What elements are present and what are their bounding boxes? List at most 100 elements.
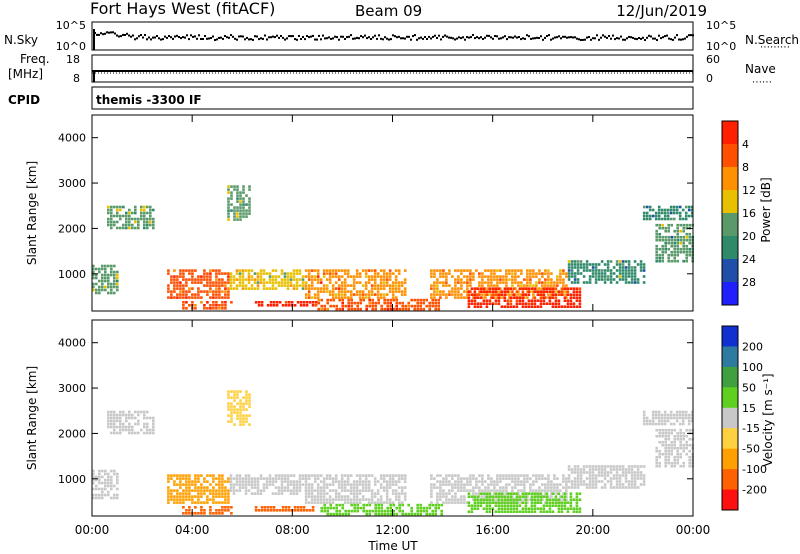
heatmap-cell — [463, 486, 466, 489]
heatmap-cell — [538, 278, 541, 281]
heatmap-cell — [679, 223, 682, 227]
heatmap-cell — [490, 296, 493, 299]
heatmap-cell — [218, 477, 221, 480]
heatmap-cell — [542, 290, 546, 293]
heatmap-cell — [509, 495, 513, 498]
noise-point — [108, 31, 110, 34]
heatmap-cell — [341, 304, 344, 308]
heatmap-cell — [398, 301, 401, 305]
heatmap-cell — [358, 501, 362, 504]
heatmap-cell — [685, 238, 688, 242]
heatmap-cell — [104, 469, 107, 473]
heatmap-cell — [481, 483, 484, 486]
heatmap-cell — [493, 296, 496, 299]
heatmap-cell — [256, 272, 260, 275]
heatmap-cell — [98, 267, 101, 271]
heatmap-cell — [262, 483, 266, 486]
noise-point — [458, 36, 460, 39]
heatmap-cell — [682, 247, 685, 251]
noise-point — [540, 35, 542, 38]
heatmap-cell — [344, 304, 347, 308]
heatmap-cell — [310, 296, 314, 299]
heatmap-cell — [191, 275, 194, 278]
heatmap-cell — [490, 501, 493, 504]
heatmap-cell — [343, 290, 347, 293]
heatmap-cell — [585, 486, 589, 489]
heatmap-cell — [307, 278, 311, 281]
heatmap-cell — [370, 495, 374, 498]
heatmap-cell — [563, 504, 567, 507]
heatmap-cell — [295, 287, 299, 290]
heatmap-cell — [472, 296, 475, 299]
heatmap-cell — [603, 272, 607, 275]
heatmap-cell — [92, 469, 95, 473]
heatmap-cell — [434, 509, 437, 513]
heatmap-cell — [224, 287, 227, 290]
heatmap-cell — [627, 266, 631, 269]
heatmap-cell — [280, 477, 284, 480]
heatmap-cell — [373, 477, 377, 480]
heatmap-cell — [233, 408, 236, 411]
heatmap-cell — [594, 272, 598, 275]
heatmap-cell — [667, 229, 670, 233]
heatmap-cell — [355, 489, 359, 492]
heatmap-cell — [559, 501, 562, 504]
heatmap-cell — [539, 302, 543, 305]
heatmap-cell — [654, 422, 658, 426]
noise-point — [312, 34, 314, 37]
heatmap-cell — [253, 480, 257, 483]
heatmap-cell — [502, 495, 505, 498]
noise-point — [392, 34, 394, 37]
heatmap-cell — [367, 290, 371, 293]
heatmap-cell — [221, 290, 224, 293]
heatmap-cell — [388, 477, 392, 480]
heatmap-cell — [386, 509, 389, 513]
heatmap-cell — [657, 410, 661, 414]
heatmap-cell — [433, 483, 436, 486]
noise-point — [96, 33, 98, 36]
heatmap-cell — [475, 477, 478, 480]
noise-point — [340, 35, 342, 38]
heatmap-cell — [263, 509, 267, 512]
heatmap-cell — [286, 284, 290, 287]
heatmap-cell — [575, 293, 579, 296]
heatmap-cell — [553, 474, 556, 477]
heatmap-cell — [566, 293, 570, 296]
heatmap-cell — [473, 501, 477, 504]
heatmap-cell — [319, 281, 323, 284]
heatmap-cell — [116, 475, 119, 479]
heatmap-cell — [479, 504, 483, 507]
heatmap-cell — [466, 275, 469, 278]
heatmap-cell — [218, 278, 221, 281]
heatmap-cell — [292, 489, 296, 492]
heatmap-cell — [206, 293, 209, 296]
noise-point — [634, 37, 636, 40]
heatmap-cell — [203, 480, 206, 483]
heatmap-cell — [256, 477, 260, 480]
heatmap-cell — [394, 489, 398, 492]
heatmap-cell — [277, 281, 281, 284]
heatmap-cell — [239, 402, 242, 405]
heatmap-cell — [661, 226, 664, 230]
heatmap-cell — [554, 287, 558, 290]
heatmap-cell — [488, 504, 492, 507]
noise-point — [604, 35, 606, 38]
heatmap-cell — [578, 296, 582, 299]
heatmap-cell — [326, 506, 329, 510]
heatmap-cell — [379, 483, 383, 486]
heatmap-cell — [319, 474, 323, 477]
heatmap-cell — [627, 281, 631, 284]
heatmap-cell — [248, 209, 251, 212]
heatmap-cell — [346, 272, 350, 275]
heatmap-cell — [524, 495, 528, 498]
heatmap-cell — [675, 419, 679, 423]
heatmap-cell — [341, 503, 344, 507]
heatmap-cell — [591, 480, 595, 483]
heatmap-cell — [476, 287, 480, 290]
heatmap-cell — [535, 272, 538, 275]
heatmap-cell — [247, 477, 251, 480]
heatmap-cell — [176, 483, 179, 486]
heatmap-cell — [268, 275, 272, 278]
heatmap-cell — [600, 480, 604, 483]
heatmap-cell — [137, 422, 140, 426]
